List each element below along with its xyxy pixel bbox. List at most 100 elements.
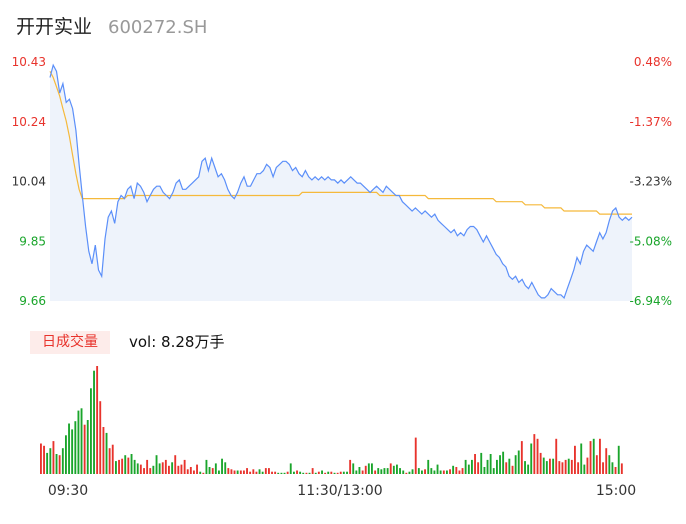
volume-bar: [520, 441, 523, 474]
volume-bar: [514, 455, 517, 474]
volume-bar: [342, 471, 345, 474]
volume-bar: [558, 461, 561, 474]
volume-bar: [414, 437, 417, 474]
volume-bar: [277, 472, 280, 474]
volume-bar: [127, 457, 130, 474]
volume-bar: [408, 471, 411, 474]
volume-bar: [492, 468, 495, 474]
volume-bar: [617, 445, 620, 474]
volume-bar: [55, 454, 58, 474]
volume-bar: [261, 471, 264, 474]
volume-bar: [108, 448, 111, 474]
volume-bar: [533, 434, 536, 474]
volume-bar: [271, 471, 273, 474]
volume-bar: [311, 468, 314, 474]
volume-bar: [164, 459, 167, 474]
volume-bar: [511, 465, 514, 474]
volume-bar: [308, 472, 311, 474]
volume-bar: [183, 459, 186, 474]
volume-bar: [530, 443, 533, 474]
volume-bar: [321, 470, 323, 474]
y-left-tick-label: 9.66: [19, 294, 46, 308]
y-right-tick-label: 0.48%: [634, 55, 672, 69]
volume-bar: [424, 469, 426, 474]
volume-bar: [336, 472, 339, 474]
volume-bar: [392, 465, 395, 474]
y-right-tick-label: -5.08%: [630, 234, 672, 248]
volume-bar: [327, 471, 330, 474]
volume-bar: [305, 472, 308, 474]
volume-bar: [333, 472, 336, 474]
volume-bar: [449, 469, 451, 474]
price-line: [49, 63, 633, 299]
volume-bar: [552, 458, 555, 474]
volume-bar: [161, 462, 164, 474]
volume-bar: [567, 458, 570, 474]
volume-bar: [99, 401, 102, 474]
volume-bar: [583, 464, 586, 474]
volume-bar: [574, 445, 576, 474]
volume-bar: [349, 459, 352, 474]
volume-bar: [467, 464, 470, 474]
volume-bar: [549, 458, 551, 474]
volume-bar: [371, 463, 373, 474]
volume-bar: [517, 450, 520, 474]
volume-bar: [243, 470, 245, 474]
volume-bar: [427, 459, 430, 474]
volume-bar: [489, 454, 492, 474]
volume-bar: [214, 463, 217, 474]
volume-bar: [367, 463, 370, 474]
volume-bar: [442, 470, 445, 474]
volume-bar: [411, 469, 414, 474]
volume-bar: [324, 472, 327, 474]
volume-bar: [74, 421, 77, 474]
volume-readout: vol: 8.28万手: [129, 333, 225, 351]
y-right-tick-label: -1.37%: [630, 115, 672, 129]
volume-bar: [605, 448, 608, 474]
volume-bar: [577, 462, 580, 474]
volume-bar: [580, 443, 583, 474]
volume-bar: [405, 472, 408, 474]
x-tick-label: 11:30/13:00: [297, 483, 382, 499]
volume-bar: [205, 459, 208, 474]
volume-bar: [536, 438, 539, 474]
volume-bar: [614, 467, 617, 474]
volume-bar: [208, 467, 211, 474]
volume-bar: [177, 465, 180, 474]
volume-bar: [77, 410, 80, 474]
volume-bar: [293, 471, 295, 474]
volume-bar: [111, 444, 114, 474]
volume-bar: [40, 443, 42, 474]
volume-bar: [505, 462, 508, 474]
volume-bar: [211, 468, 214, 474]
volume-bar: [49, 448, 52, 474]
volume-bar: [396, 464, 398, 474]
volume-bar: [289, 463, 292, 474]
volume-bar: [361, 470, 364, 474]
volume-bar: [358, 467, 361, 474]
volume-bar: [439, 470, 442, 474]
volume-bar: [402, 470, 405, 474]
volume-bar: [480, 452, 483, 474]
volume-bar: [589, 441, 592, 474]
volume-bar: [230, 469, 233, 474]
volume-bar: [239, 470, 242, 474]
volume-bar: [121, 458, 124, 474]
volume-bar: [252, 469, 255, 474]
volume-bar: [364, 465, 367, 474]
volume-bar: [286, 471, 289, 474]
volume-bar: [130, 454, 133, 474]
volume-bar: [90, 388, 92, 474]
volume-bar: [570, 459, 573, 474]
y-right-tick-label: -3.23%: [630, 175, 672, 189]
volume-badge: 日成交量: [30, 331, 110, 354]
volume-bar: [152, 465, 155, 474]
volume-bar: [86, 420, 89, 474]
volume-bar: [65, 435, 67, 474]
volume-bar: [355, 470, 358, 474]
volume-bar: [595, 455, 598, 474]
volume-bar: [524, 461, 526, 474]
volume-bar: [561, 462, 564, 474]
volume-bar: [496, 459, 498, 474]
